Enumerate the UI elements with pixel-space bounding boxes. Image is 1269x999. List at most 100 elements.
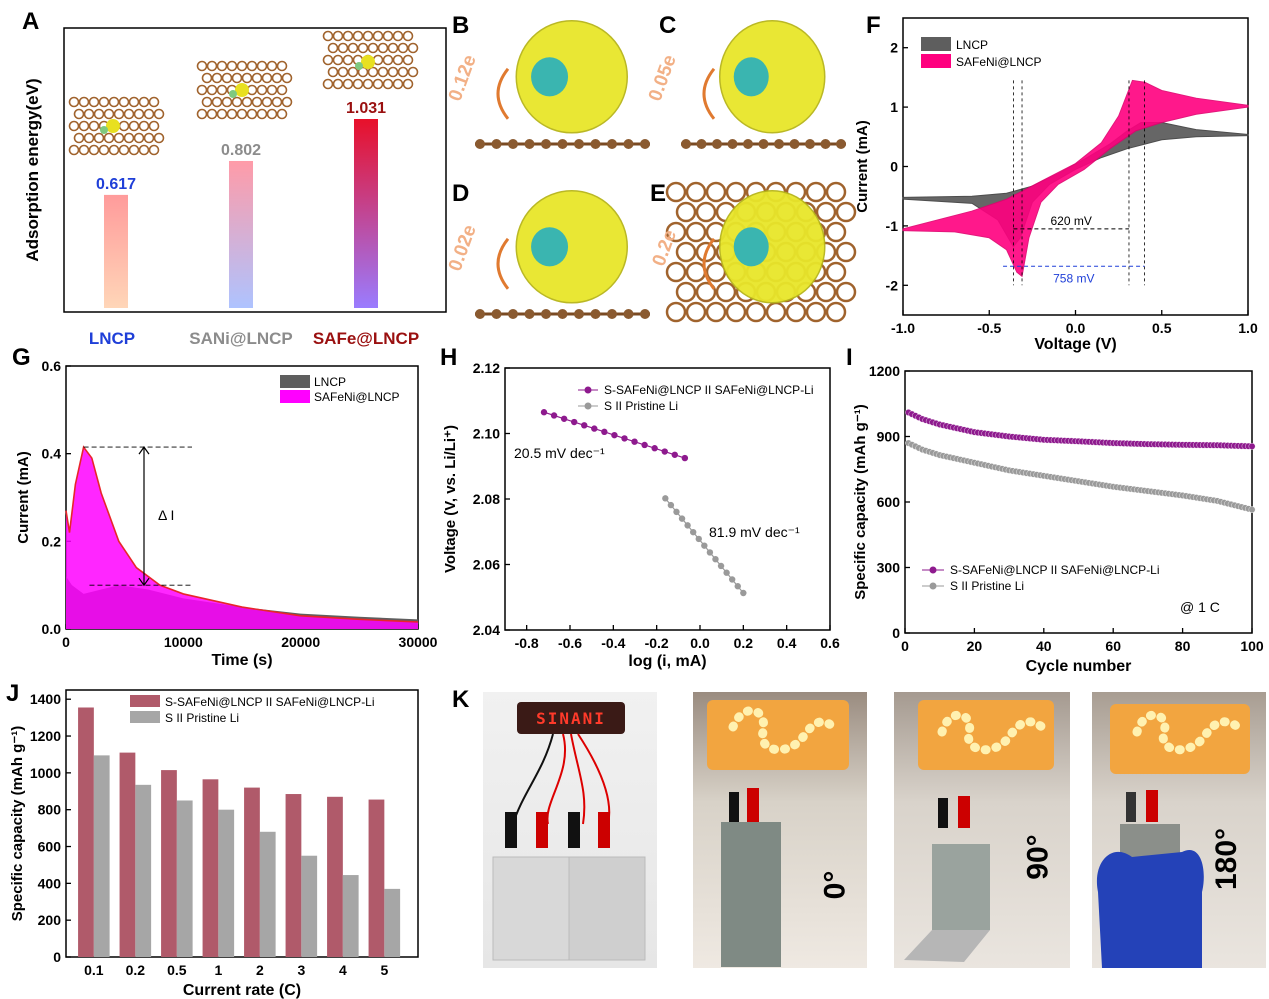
h-y-tick-label: 2.06 bbox=[473, 557, 500, 573]
h-data-point bbox=[631, 438, 638, 445]
j-category-label: 0.2 bbox=[126, 962, 146, 978]
a-lattice-ring bbox=[276, 108, 288, 120]
f-y-tick-label: 0 bbox=[890, 159, 898, 175]
a-lattice-ring bbox=[236, 60, 248, 72]
h-data-point bbox=[611, 431, 618, 439]
j-bar-series-2 bbox=[218, 809, 235, 957]
photo-pouch-cells-led-board: SINANI bbox=[483, 692, 657, 968]
e-lattice-ring bbox=[665, 221, 687, 243]
a-lattice-ring bbox=[347, 42, 359, 54]
a-lattice-ring bbox=[397, 66, 409, 78]
j-bar-series-2 bbox=[93, 755, 110, 957]
h-data-point bbox=[706, 549, 714, 556]
h-x-tick-label: 0.0 bbox=[690, 635, 710, 651]
i-x-tick-label: 100 bbox=[1240, 638, 1264, 654]
a-lattice-ring bbox=[342, 54, 354, 66]
j-y-tick-label: 0 bbox=[53, 949, 61, 965]
h-y-tick-label: 2.12 bbox=[473, 360, 500, 376]
h-data-point bbox=[621, 435, 628, 442]
j-legend-label-1: S-SAFeNi@LNCP II SAFeNi@LNCP-Li bbox=[165, 695, 375, 709]
a-lattice-ring bbox=[211, 72, 223, 84]
h-legend-marker-2 bbox=[584, 402, 592, 410]
a-lattice-ring bbox=[196, 60, 208, 72]
j-bar-series-2 bbox=[259, 831, 276, 957]
a-lattice-ring bbox=[327, 42, 339, 54]
a-lattice-ring bbox=[246, 108, 258, 120]
a-lattice-ring bbox=[128, 120, 140, 132]
e-lattice-ring bbox=[685, 221, 707, 243]
a-lattice-ring bbox=[362, 30, 374, 42]
j-y-tick-label: 800 bbox=[38, 802, 62, 818]
g-x-tick-label: 0 bbox=[62, 634, 70, 650]
h-data-point bbox=[712, 555, 719, 563]
h-data-point bbox=[661, 448, 668, 455]
h-x-tick-label: 0.6 bbox=[820, 635, 840, 651]
a-lattice-ring bbox=[271, 72, 283, 84]
e-lattice-ring bbox=[815, 201, 837, 223]
a-lattice-ring bbox=[133, 108, 145, 120]
substrate-atom bbox=[623, 139, 634, 149]
e-lattice-ring bbox=[695, 281, 717, 303]
substrate-atom bbox=[640, 139, 650, 149]
a-lattice-ring bbox=[322, 30, 334, 42]
a-lattice-ring bbox=[332, 78, 344, 90]
h-data-point bbox=[581, 422, 588, 429]
a-lattice-ring bbox=[73, 132, 85, 144]
a-lattice-ring bbox=[138, 96, 150, 108]
a-lattice-ring bbox=[206, 84, 218, 96]
j-y-tick-label: 1400 bbox=[30, 691, 61, 707]
substrate-atom bbox=[712, 139, 722, 149]
j-y-axis-label: Specific capacity (mAh g⁻¹) bbox=[9, 726, 26, 921]
a-sulfur-cluster bbox=[235, 83, 249, 97]
j-y-tick-label: 600 bbox=[38, 839, 62, 855]
h-x-tick-label: -0.4 bbox=[601, 635, 625, 651]
g-series-outline bbox=[65, 445, 419, 623]
j-category-label: 1 bbox=[214, 962, 222, 978]
i-x-tick-label: 20 bbox=[967, 638, 983, 654]
a-lattice-ring bbox=[98, 96, 110, 108]
j-bar-series-1 bbox=[119, 752, 136, 957]
e-lattice-ring bbox=[825, 261, 847, 283]
g-legend-label-safeni: SAFeNi@LNCP bbox=[314, 390, 400, 404]
a-lattice-ring bbox=[266, 84, 278, 96]
i-data-point bbox=[1248, 442, 1256, 450]
i-legend-marker-2 bbox=[929, 582, 937, 590]
a-lattice-ring bbox=[357, 66, 369, 78]
a-lattice-ring bbox=[372, 78, 384, 90]
e-lattice-ring bbox=[805, 301, 827, 323]
f-legend-label-lncp: LNCP bbox=[956, 38, 988, 52]
h-data-point bbox=[667, 501, 675, 509]
a-lattice-ring bbox=[362, 78, 374, 90]
a-lattice-ring bbox=[281, 72, 293, 84]
f-y-tick-label: -1 bbox=[886, 218, 899, 234]
j-bar-series-1 bbox=[161, 770, 177, 957]
i-legend-label-1: S-SAFeNi@LNCP II SAFeNi@LNCP-Li bbox=[950, 563, 1160, 577]
j-bar-series-2 bbox=[342, 875, 359, 957]
h-data-point bbox=[550, 412, 558, 419]
a-lattice-ring bbox=[93, 108, 105, 120]
g-y-tick-label: 0.6 bbox=[42, 358, 62, 374]
a-lattice-ring bbox=[352, 30, 364, 42]
a-lattice-ring bbox=[221, 72, 233, 84]
i-y-tick-label: 600 bbox=[877, 494, 901, 510]
i-y-tick-label: 0 bbox=[892, 625, 900, 641]
a-bar-lncp bbox=[104, 194, 128, 308]
substrate-atom bbox=[541, 309, 551, 319]
substrate-atom bbox=[758, 139, 769, 149]
j-bar-series-1 bbox=[78, 707, 94, 957]
panel-label-i: I bbox=[846, 344, 853, 371]
g-legend-swatch-lncp bbox=[280, 375, 310, 388]
e-lattice-ring bbox=[725, 181, 747, 203]
a-lattice-ring bbox=[118, 144, 130, 156]
substrate-atom bbox=[805, 139, 815, 149]
g-legend-label-lncp: LNCP bbox=[314, 375, 346, 389]
panel-label-k: K bbox=[452, 686, 470, 713]
h-x-tick-label: -0.8 bbox=[515, 635, 539, 651]
e-lattice-ring bbox=[815, 281, 837, 303]
a-bar-value-label: 1.031 bbox=[346, 100, 386, 117]
h-data-point bbox=[717, 562, 725, 570]
e-lattice-ring bbox=[695, 241, 717, 263]
h-slope-label-2: 81.9 mV dec⁻¹ bbox=[709, 524, 800, 540]
